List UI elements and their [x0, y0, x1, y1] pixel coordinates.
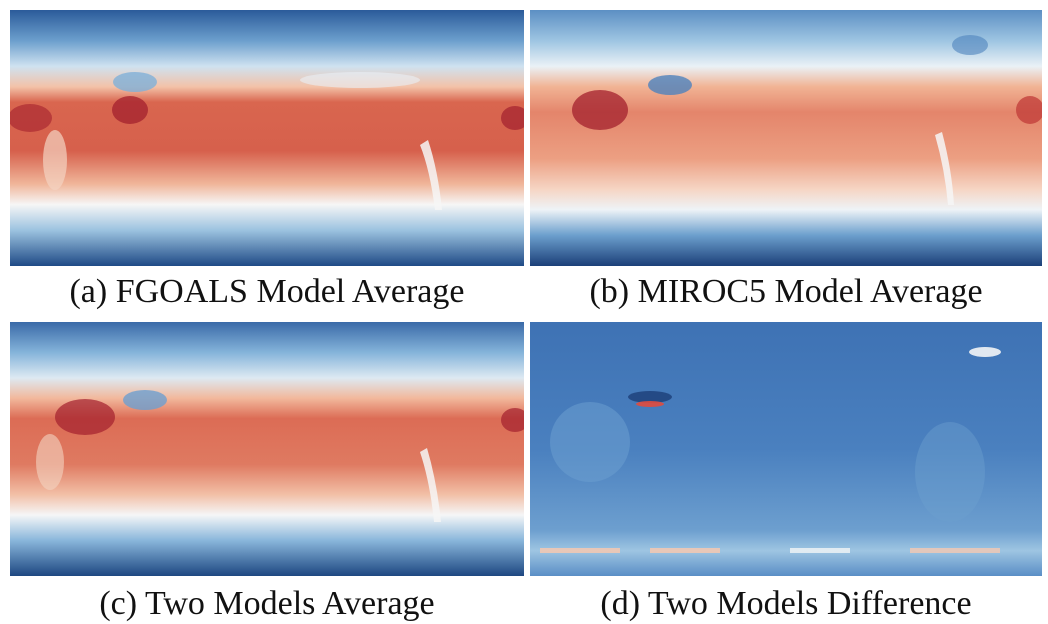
caption-d: (d) Two Models Difference — [600, 585, 972, 622]
caption-a: (a) FGOALS Model Average — [69, 273, 465, 310]
map-two-models-difference — [530, 322, 1042, 576]
map-fgoals-average — [10, 10, 524, 266]
caption-b: (b) MIROC5 Model Average — [589, 273, 983, 310]
map-two-models-average — [10, 322, 524, 576]
map-miroc5-average — [530, 10, 1042, 266]
caption-c: (c) Two Models Average — [99, 585, 435, 622]
